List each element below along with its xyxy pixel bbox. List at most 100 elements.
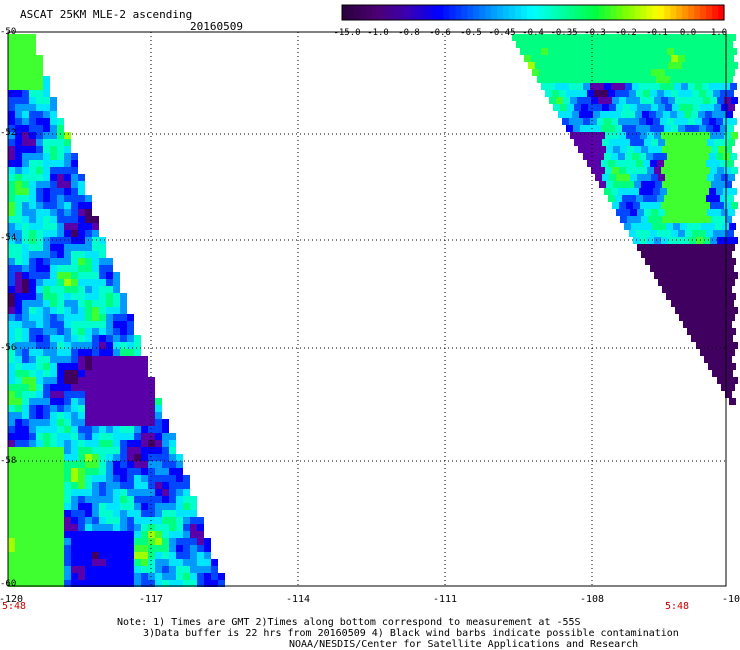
data-cell xyxy=(29,377,36,384)
data-cell xyxy=(647,202,654,209)
data-cell xyxy=(36,524,43,531)
data-cell xyxy=(141,391,148,398)
data-cell xyxy=(29,321,36,328)
data-cell xyxy=(64,391,71,398)
data-cell xyxy=(8,461,15,468)
data-cell xyxy=(15,454,22,461)
data-cell xyxy=(36,279,43,286)
data-cell xyxy=(113,321,120,328)
data-cell xyxy=(113,559,120,566)
data-cell xyxy=(43,552,50,559)
data-cell xyxy=(676,216,683,223)
data-cell xyxy=(99,419,106,426)
data-cell xyxy=(660,188,667,195)
data-cell xyxy=(701,293,708,300)
data-cell xyxy=(605,132,612,139)
data-cell xyxy=(721,384,728,391)
data-cell xyxy=(686,139,693,146)
data-cell xyxy=(623,104,630,111)
data-cell xyxy=(681,48,688,55)
data-cell xyxy=(608,90,615,97)
data-cell xyxy=(29,55,36,62)
data-cell xyxy=(155,468,162,475)
data-cell xyxy=(134,405,141,412)
data-cell xyxy=(623,69,630,76)
data-cell xyxy=(690,216,697,223)
data-cell xyxy=(700,174,707,181)
data-cell xyxy=(15,412,22,419)
data-cell xyxy=(183,573,190,580)
data-cell xyxy=(99,517,106,524)
data-cell xyxy=(106,440,113,447)
lon-label-117: -117 xyxy=(138,594,164,605)
data-cell xyxy=(92,237,99,244)
data-cell xyxy=(593,111,600,118)
data-cell xyxy=(120,307,127,314)
data-cell xyxy=(57,125,64,132)
data-cell xyxy=(113,356,120,363)
data-cell xyxy=(609,104,616,111)
data-cell xyxy=(29,83,36,90)
data-cell xyxy=(705,335,712,342)
data-cell xyxy=(85,503,92,510)
data-cell xyxy=(43,545,50,552)
data-cell xyxy=(604,153,611,160)
data-cell xyxy=(64,153,71,160)
data-cell xyxy=(729,328,736,335)
data-cell xyxy=(162,489,169,496)
data-cell xyxy=(29,524,36,531)
data-cell xyxy=(711,251,718,258)
data-cell xyxy=(71,447,78,454)
data-cell xyxy=(658,279,665,286)
data-cell xyxy=(92,384,99,391)
data-cell xyxy=(36,335,43,342)
data-cell xyxy=(29,349,36,356)
colorbar-segment xyxy=(342,5,349,20)
data-cell xyxy=(682,62,689,69)
colorbar-label: -0.1 xyxy=(646,28,668,38)
colorbar-segment xyxy=(503,5,510,20)
data-cell xyxy=(78,482,85,489)
data-cell xyxy=(576,118,583,125)
colorbar-label: 1.0 xyxy=(710,28,728,38)
data-cell xyxy=(635,111,642,118)
data-cell xyxy=(85,342,92,349)
data-cell xyxy=(679,244,686,251)
data-cell xyxy=(512,34,519,41)
data-cell xyxy=(169,580,176,587)
data-cell xyxy=(78,440,85,447)
data-cell xyxy=(85,349,92,356)
data-cell xyxy=(611,118,618,125)
data-cell xyxy=(29,342,36,349)
data-cell xyxy=(120,447,127,454)
data-cell xyxy=(692,55,699,62)
data-cell xyxy=(106,524,113,531)
data-cell xyxy=(596,34,603,41)
data-cell xyxy=(8,132,15,139)
data-cell xyxy=(92,223,99,230)
data-cell xyxy=(85,468,92,475)
data-cell xyxy=(71,307,78,314)
data-cell xyxy=(688,188,695,195)
data-cell xyxy=(29,391,36,398)
data-cell xyxy=(43,531,50,538)
data-cell xyxy=(78,559,85,566)
data-cell xyxy=(703,342,710,349)
data-cell xyxy=(64,335,71,342)
data-cell xyxy=(106,391,113,398)
data-cell xyxy=(134,370,141,377)
data-cell xyxy=(639,188,646,195)
data-cell xyxy=(50,139,57,146)
data-cell xyxy=(22,153,29,160)
data-cell xyxy=(730,153,737,160)
data-cell xyxy=(664,90,671,97)
data-cell xyxy=(120,412,127,419)
data-cell xyxy=(699,265,706,272)
data-cell xyxy=(50,468,57,475)
colorbar-label: -0.3 xyxy=(584,28,606,38)
data-cell xyxy=(685,125,692,132)
data-cell xyxy=(71,461,78,468)
data-cell xyxy=(567,104,574,111)
data-cell xyxy=(637,174,644,181)
data-cell xyxy=(92,391,99,398)
